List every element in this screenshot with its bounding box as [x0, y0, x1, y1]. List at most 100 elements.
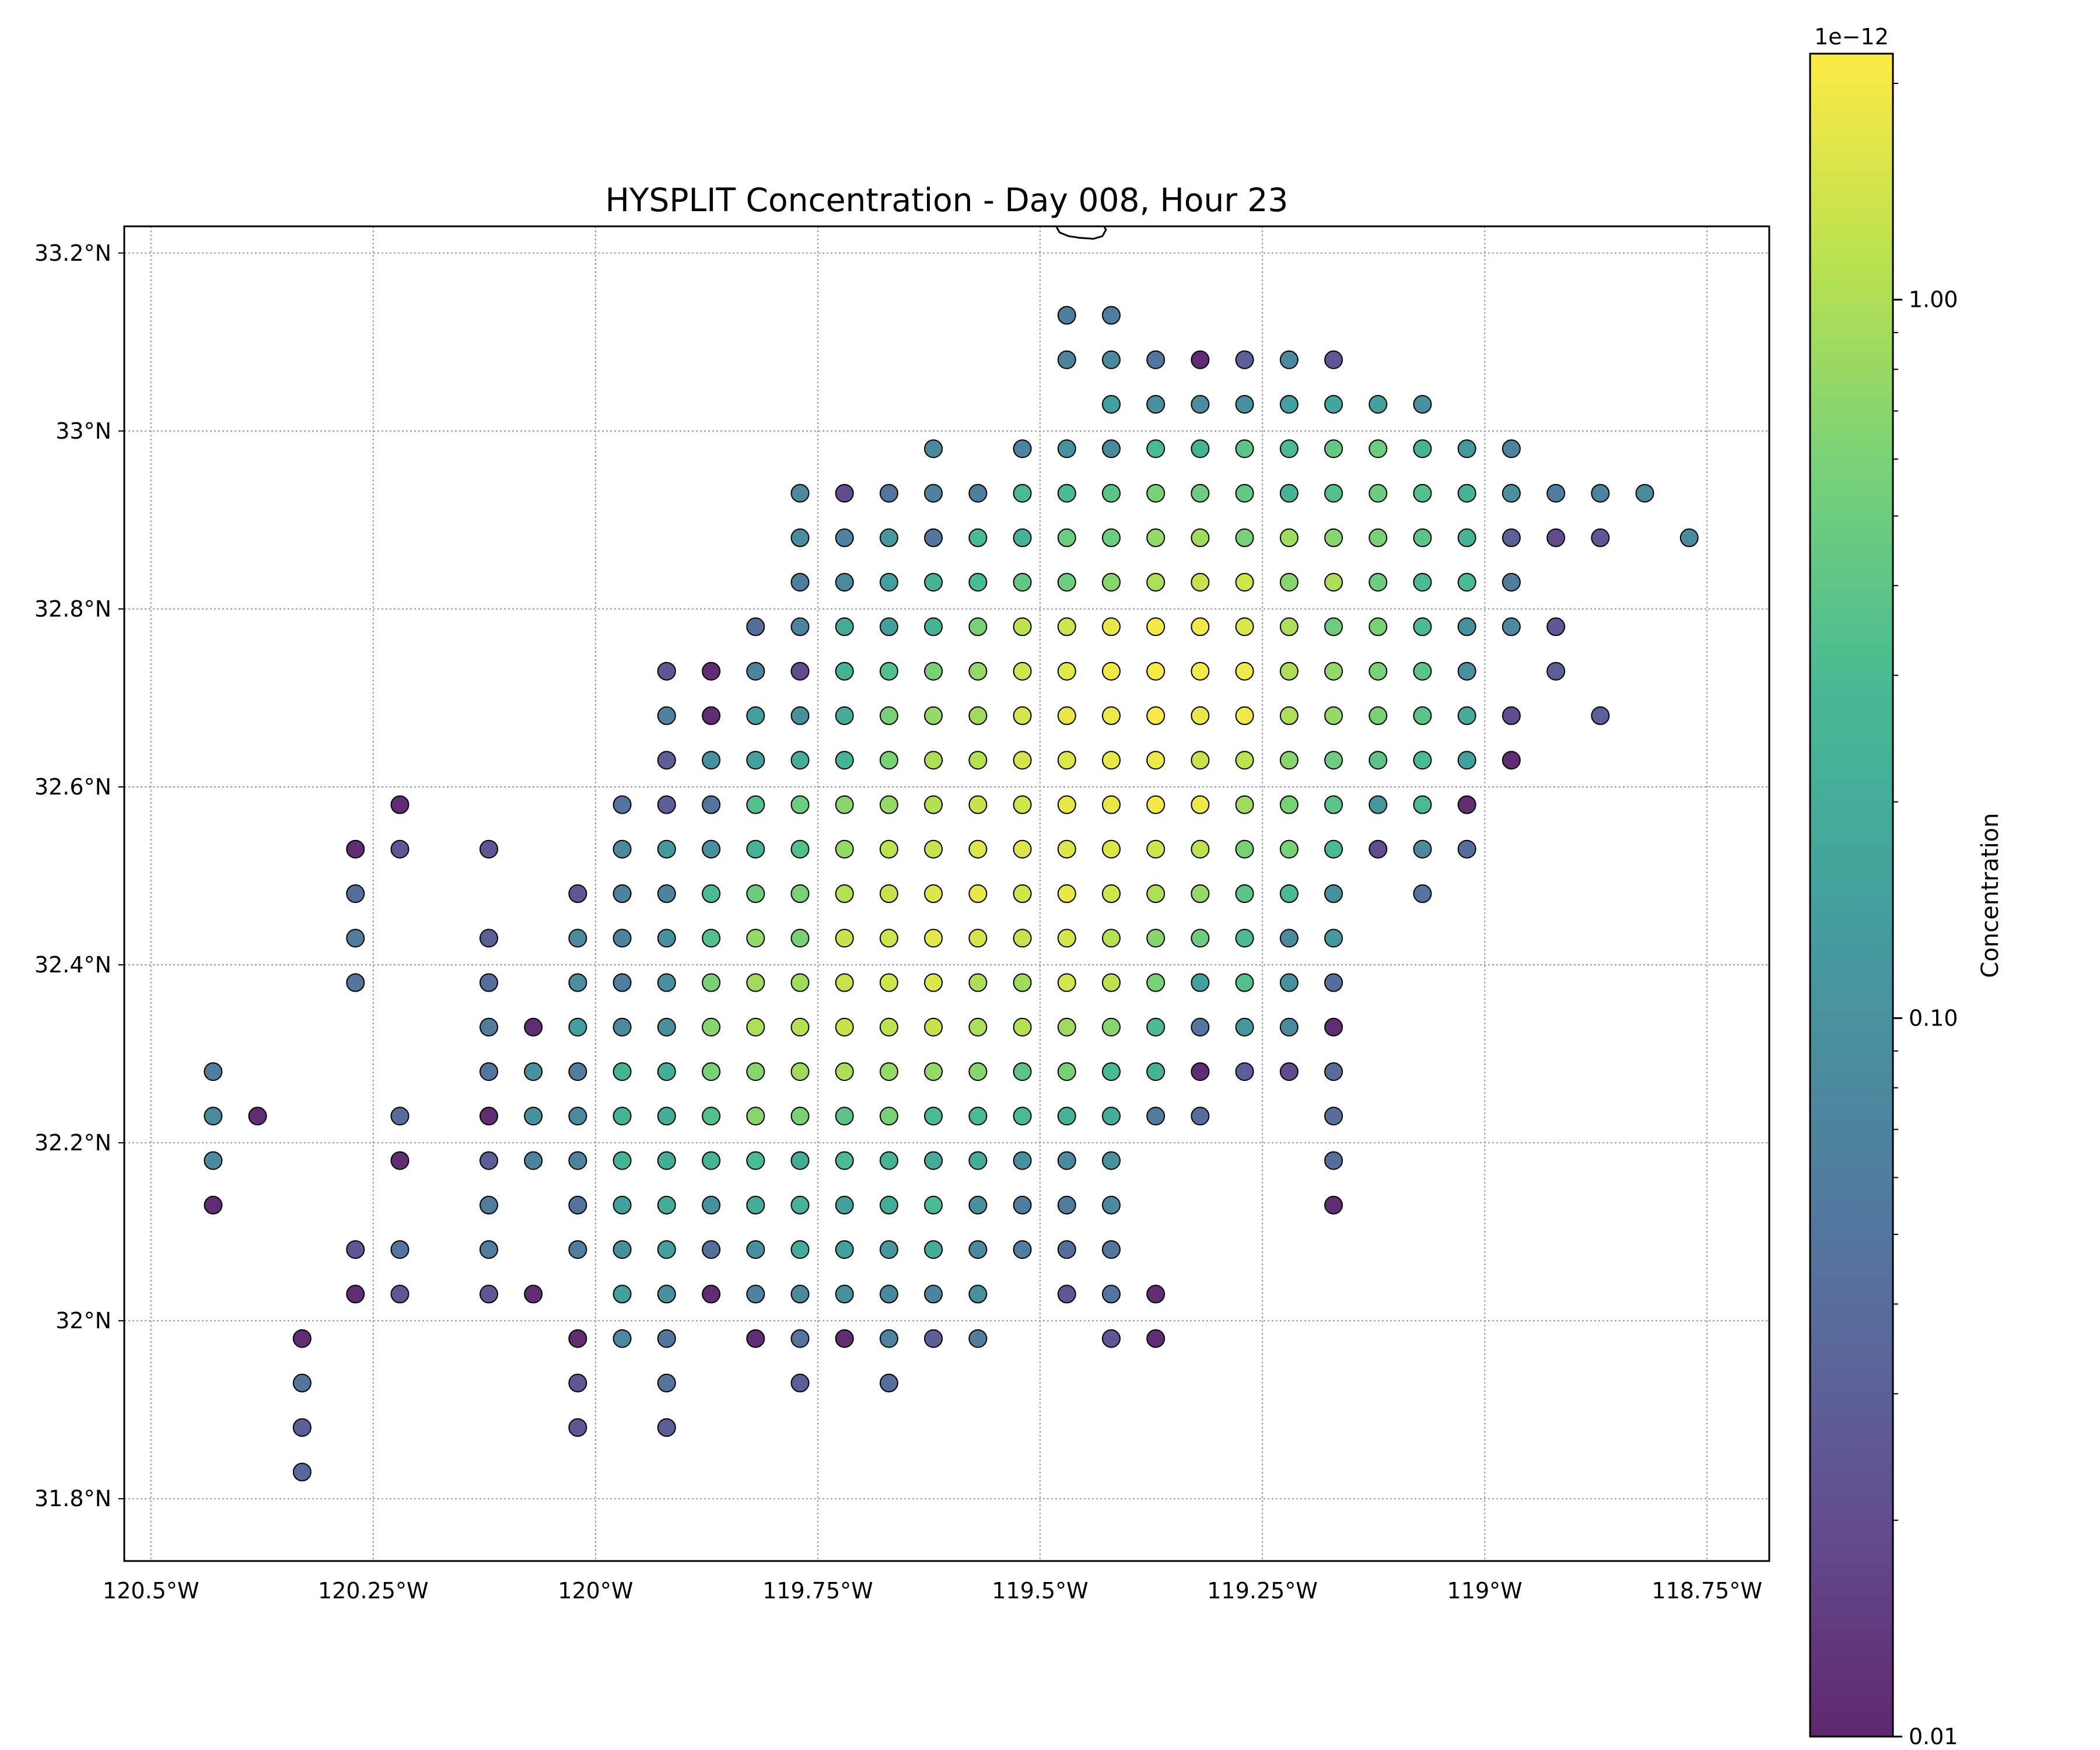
- data-point: [746, 1240, 765, 1259]
- data-point: [968, 1240, 988, 1259]
- coastline: [1055, 226, 1107, 240]
- data-point: [1057, 1240, 1076, 1259]
- data-point: [657, 662, 676, 681]
- data-point: [1413, 706, 1432, 725]
- data-point: [568, 1373, 587, 1392]
- data-point: [1546, 528, 1566, 547]
- data-point: [790, 839, 810, 859]
- data-point: [612, 973, 632, 992]
- data-point: [390, 1151, 410, 1170]
- data-point: [790, 1373, 810, 1392]
- data-point: [790, 1062, 810, 1082]
- data-point: [1368, 484, 1388, 503]
- data-point: [1013, 1195, 1032, 1214]
- data-point: [835, 1151, 854, 1170]
- data-point: [924, 751, 943, 770]
- data-point: [390, 1284, 410, 1304]
- data-point: [1057, 484, 1076, 503]
- data-point: [746, 884, 765, 903]
- data-point: [968, 795, 988, 814]
- data-point: [702, 751, 721, 770]
- data-point: [835, 1195, 854, 1214]
- data-point: [1368, 617, 1388, 636]
- data-point: [924, 617, 943, 636]
- data-point: [390, 1107, 410, 1126]
- data-point: [968, 751, 988, 770]
- data-point: [702, 1284, 721, 1304]
- data-point: [1102, 395, 1121, 414]
- data-point: [1279, 929, 1298, 948]
- data-point: [924, 929, 943, 948]
- data-point: [879, 751, 898, 770]
- data-point: [1146, 617, 1166, 636]
- data-point: [968, 1151, 988, 1170]
- data-point: [1146, 662, 1166, 681]
- data-point: [568, 1062, 587, 1082]
- data-point: [1235, 1017, 1254, 1037]
- data-point: [1457, 662, 1476, 681]
- data-point: [1413, 439, 1432, 459]
- data-point: [1324, 706, 1343, 725]
- data-point: [1191, 350, 1210, 369]
- data-point: [1146, 1017, 1166, 1037]
- y-tick-label: 32°N: [55, 1308, 111, 1334]
- data-point: [1191, 795, 1210, 814]
- coastline-path: [1055, 226, 1107, 240]
- data-point: [657, 1240, 676, 1259]
- data-point: [1279, 884, 1298, 903]
- data-point: [657, 1151, 676, 1170]
- data-point: [657, 839, 676, 859]
- data-point: [1235, 662, 1254, 681]
- data-point: [1102, 439, 1121, 459]
- data-point: [1279, 528, 1298, 547]
- data-point: [1102, 929, 1121, 948]
- data-point: [835, 973, 854, 992]
- data-point: [1057, 1151, 1076, 1170]
- data-point: [1546, 617, 1566, 636]
- data-point: [204, 1151, 223, 1170]
- gridlines: [124, 226, 1769, 1561]
- data-point: [879, 1062, 898, 1082]
- data-point: [835, 929, 854, 948]
- data-point: [790, 1240, 810, 1259]
- data-point: [1146, 884, 1166, 903]
- data-point: [702, 706, 721, 725]
- data-point: [1057, 839, 1076, 859]
- colorbar-label: Concentration: [1977, 813, 2004, 978]
- data-point: [746, 1062, 765, 1082]
- x-tick-label: 118.75°W: [1652, 1578, 1763, 1604]
- data-point: [746, 617, 765, 636]
- data-point: [568, 1151, 587, 1170]
- data-point: [1457, 528, 1476, 547]
- data-point: [1057, 1195, 1076, 1214]
- data-point: [879, 1373, 898, 1392]
- data-point: [1368, 528, 1388, 547]
- data-point: [1324, 528, 1343, 547]
- data-point: [1235, 484, 1254, 503]
- data-point: [1057, 1062, 1076, 1082]
- data-point: [1102, 306, 1121, 325]
- y-tick-label: 33°N: [55, 418, 111, 444]
- data-point: [702, 1062, 721, 1082]
- data-point: [1191, 1062, 1210, 1082]
- data-point: [1279, 573, 1298, 592]
- data-point: [346, 839, 365, 859]
- data-point: [568, 1107, 587, 1126]
- data-point: [657, 1418, 676, 1437]
- data-point: [1457, 751, 1476, 770]
- data-point: [1146, 439, 1166, 459]
- data-point: [1279, 439, 1298, 459]
- data-point: [1146, 573, 1166, 592]
- data-point: [657, 929, 676, 948]
- data-point: [968, 484, 988, 503]
- data-point: [835, 1062, 854, 1082]
- data-point: [657, 884, 676, 903]
- chart-title: HYSPLIT Concentration - Day 008, Hour 23: [606, 181, 1289, 219]
- data-point: [746, 929, 765, 948]
- data-point: [1324, 1017, 1343, 1037]
- data-point: [1591, 484, 1610, 503]
- data-point: [480, 973, 498, 992]
- data-point: [1235, 929, 1254, 948]
- data-point: [480, 1062, 498, 1082]
- data-point: [1279, 350, 1298, 369]
